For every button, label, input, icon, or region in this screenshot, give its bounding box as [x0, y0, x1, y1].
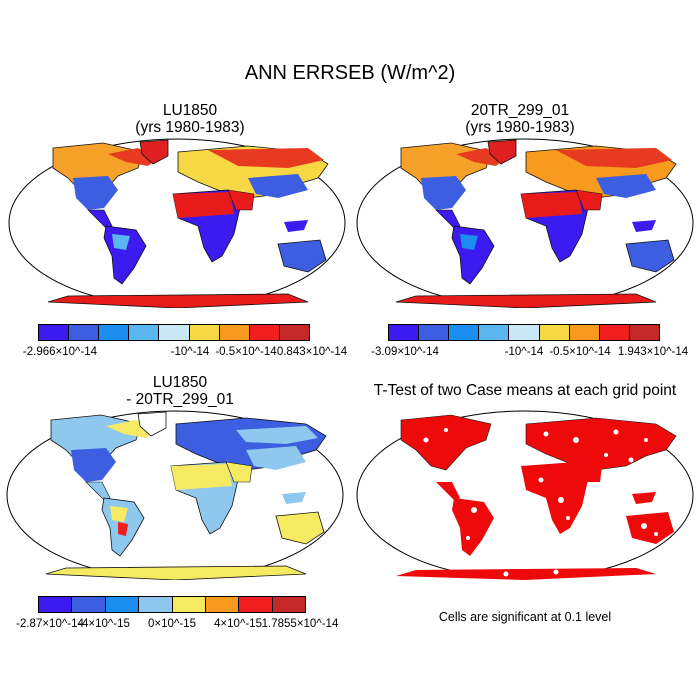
panel-title-20tr: 20TR_299_01 (yrs 1980-1983) — [360, 102, 680, 136]
colorbar-segment — [105, 597, 140, 612]
panel-title-line1: LU1850 — [152, 374, 208, 391]
amazon-region — [110, 506, 128, 522]
tick-label: -10^-14 — [170, 346, 210, 358]
asia-south-region — [248, 174, 308, 198]
colorbar-segment — [39, 325, 70, 340]
panel-title-difference: LU1850 - 20TR_299_01 — [20, 374, 340, 408]
panel-title-lu1850: LU1850 (yrs 1980-1983) — [30, 102, 350, 136]
colorbar-segment — [239, 597, 273, 612]
colorbar-segment — [159, 325, 190, 340]
north-america-region — [400, 414, 492, 471]
figure-title: ANN ERRSEB (W/m^2) — [244, 62, 456, 84]
siberia-region — [208, 148, 324, 168]
usa-region — [71, 448, 116, 482]
indonesia-region — [282, 492, 306, 504]
significance-note: Cells are significant at 0.1 level — [438, 610, 612, 624]
middle-east-region — [575, 189, 603, 211]
south-america-hotspot — [118, 522, 128, 536]
sahara-region — [171, 464, 232, 490]
siberia-region — [236, 426, 318, 444]
colorbar-segment — [272, 597, 305, 612]
indonesia-region — [632, 492, 656, 504]
colorbar-segment — [72, 597, 106, 612]
panel-title-line2: (yrs 1980-1983) — [465, 119, 575, 136]
sahara-region — [173, 192, 234, 218]
sahara-region — [521, 192, 582, 218]
asia-south-region — [246, 446, 306, 470]
colorbar-segment — [99, 325, 130, 340]
map-lu1850 — [8, 138, 346, 308]
middle-east-region — [227, 189, 255, 211]
africa-region — [521, 462, 588, 534]
greenland-region — [139, 139, 169, 165]
colorbar-segment — [205, 597, 240, 612]
panel-title-line2: (yrs 1980-1983) — [135, 119, 245, 136]
tick-label: -0.5×10^-14 — [215, 346, 277, 358]
antarctica-region — [395, 293, 657, 308]
colorbar-segment — [39, 597, 73, 612]
colorbar-segment — [419, 325, 450, 340]
tick-label: 1.943×10^-14 — [617, 346, 689, 358]
south-america-region — [452, 498, 494, 556]
colorbar-segment — [599, 325, 630, 340]
tick-label: -10^-14 — [504, 346, 544, 358]
colorbar-segment — [129, 325, 160, 340]
colorbar-segment — [389, 325, 420, 340]
central-america-region — [436, 482, 460, 500]
tick-label: -2.966×10^-14 — [22, 346, 98, 358]
colorbar-segment — [249, 325, 280, 340]
antarctica-region — [45, 565, 307, 580]
colorbar-difference — [38, 596, 306, 613]
colorbar-segment — [279, 325, 309, 340]
indonesia-region — [284, 220, 308, 232]
colorbar-segment — [219, 325, 250, 340]
usa-region — [73, 176, 118, 210]
australia-region — [625, 239, 675, 273]
tick-label: 0×10^-15 — [148, 618, 196, 630]
amazon-region — [460, 234, 478, 250]
middle-east-region — [225, 461, 253, 483]
map-difference — [6, 410, 344, 580]
tick-label: -2.87×10^-14 — [16, 618, 84, 630]
antarctica-region — [396, 568, 656, 580]
amazon-region — [112, 234, 130, 250]
tick-label: 1.7855×10^-14 — [261, 618, 339, 630]
colorbar-segment — [479, 325, 510, 340]
nonsignificant-cells — [423, 428, 658, 577]
greenland-region — [487, 139, 517, 165]
usa-region — [421, 176, 466, 210]
colorbar-segment — [189, 325, 220, 340]
colorbar-segment — [569, 325, 600, 340]
panel-title-line1: LU1850 — [162, 102, 218, 119]
panel-title-ttest: T-Test of two Case means at each grid po… — [373, 382, 677, 399]
panel-title-line1: 20TR_299_01 — [470, 102, 570, 119]
greenland-region — [137, 411, 167, 437]
middle-east-region — [576, 462, 602, 482]
tick-label: 0.843×10^-14 — [276, 346, 348, 358]
colorbar-segment — [539, 325, 570, 340]
tick-label: -0.5×10^-14 — [549, 346, 611, 358]
antarctica-region — [47, 293, 309, 308]
tick-label: 4×10^-15 — [214, 618, 262, 630]
asia-south-region — [596, 174, 656, 198]
panel-title-line2: - 20TR_299_01 — [126, 391, 234, 408]
colorbar-segment — [629, 325, 659, 340]
australia-region — [275, 511, 325, 545]
map-ttest — [356, 410, 694, 580]
colorbar-lu1850 — [38, 324, 310, 341]
tick-label: -4×10^-15 — [78, 618, 130, 630]
tick-label: -3.09×10^-14 — [371, 346, 439, 358]
siberia-region — [556, 148, 672, 168]
eurasia-region — [525, 417, 677, 471]
colorbar-segment — [509, 325, 540, 340]
colorbar-segment — [172, 597, 206, 612]
colorbar-20tr — [388, 324, 660, 341]
colorbar-segment — [69, 325, 100, 340]
indonesia-region — [632, 220, 656, 232]
australia-region — [626, 512, 674, 544]
australia-region — [277, 239, 327, 273]
colorbar-segment — [449, 325, 480, 340]
colorbar-segment — [139, 597, 173, 612]
map-20tr — [356, 138, 694, 308]
